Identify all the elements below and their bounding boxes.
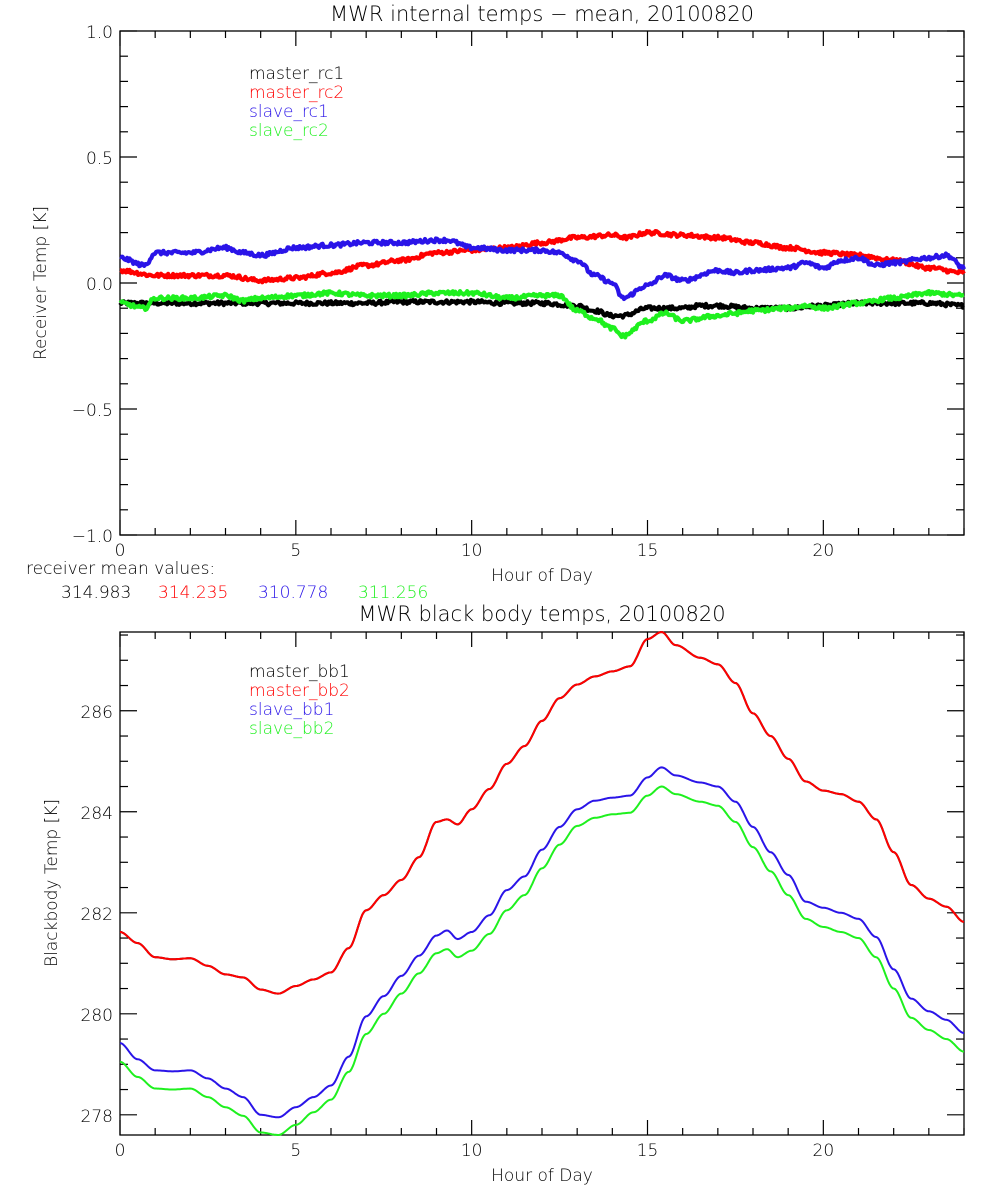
plot-frame [119,631,965,1136]
y-axis-label: Receiver Temp [K] [31,206,51,360]
axes: 0 5 10 15 20 278 280 282 284 286 [81,631,965,1161]
legend-entry-slave-bb1: slave_bb1 [249,700,334,720]
legend-entry-master-bb2: master_bb2 [249,681,350,701]
x-axis-label: Hour of Day [491,1166,593,1186]
legend-entry-slave-rc1: slave_rc1 [249,102,329,122]
y-tick-label: −1.0 [72,527,113,547]
y-tick-label: 284 [81,804,113,824]
x-tick-label: 20 [813,541,835,561]
y-tick-label: 282 [81,905,113,925]
y-tick-label: 278 [81,1107,113,1127]
series-line-master-bb1 [119,631,965,995]
legend-entry-master-bb1: master_bb1 [249,662,350,682]
receiver-mean-value: 311.256 [358,583,428,603]
series-line-master-bb2 [119,631,965,995]
x-tick-label: 5 [290,1141,301,1161]
series-line-slave-rc1 [119,236,966,302]
x-tick-label: 20 [813,1141,835,1161]
x-tick-label: 0 [115,541,126,561]
series-line-slave-bb2 [119,785,965,1136]
receiver-mean-value: 314.235 [158,583,228,603]
receiver-mean-value: 314.983 [61,583,131,603]
y-tick-label: −0.5 [72,401,113,421]
y-tick-label: 280 [81,1006,113,1026]
series-lines [118,228,966,340]
plot-frame [119,30,965,536]
x-tick-label: 10 [461,1141,483,1161]
y-tick-label: 0.5 [86,149,113,169]
legend-entry-master-rc1: master_rc1 [249,64,344,84]
blackbody-temp-chart: MWR black body temps, 20100820 Blackbody… [42,602,965,1186]
axes: 0 5 10 15 20 −1.0 −0.5 0.0 0.5 1.0 [72,23,965,561]
receiver-mean-values: 314.983 314.235 310.778 311.256 [61,583,428,603]
series-line-slave-rc2 [118,289,965,340]
y-tick-label: 1.0 [86,23,113,43]
legend-entry-slave-rc2: slave_rc2 [249,121,329,141]
y-tick-label: 286 [81,703,113,723]
y-tick-label: 0.0 [86,275,113,295]
legend-entry-master-rc2: master_rc2 [249,83,344,103]
y-axis-label: Blackbody Temp [K] [42,799,62,967]
x-tick-label: 15 [637,541,659,561]
series-lines [119,631,965,1136]
x-tick-label: 15 [637,1141,659,1161]
x-tick-label: 5 [290,541,301,561]
receiver-mean-value: 310.778 [258,583,328,603]
x-axis-label: Hour of Day [491,566,593,586]
chart-title: MWR black body temps, 20100820 [358,602,725,626]
x-tick-label: 10 [461,541,483,561]
series-line-master-rc2 [119,228,966,285]
chart-title: MWR internal temps − mean, 20100820 [330,2,754,26]
x-tick-label: 0 [115,1141,126,1161]
receiver-temp-chart: MWR internal temps − mean, 20100820 Rece… [26,2,966,603]
legend-entry-slave-bb2: slave_bb2 [249,719,334,739]
series-line-slave-bb1 [119,766,965,1119]
receiver-mean-label: receiver mean values: [26,559,215,579]
